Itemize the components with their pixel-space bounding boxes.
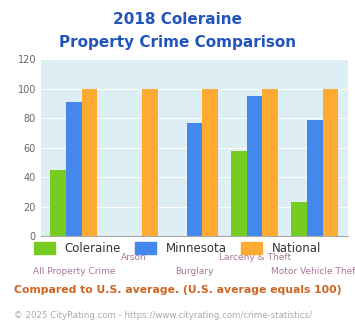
Text: © 2025 CityRating.com - https://www.cityrating.com/crime-statistics/: © 2025 CityRating.com - https://www.city… xyxy=(14,311,312,320)
Bar xyxy=(231,150,247,236)
Bar xyxy=(307,120,323,236)
Bar xyxy=(50,170,66,236)
Text: Arson: Arson xyxy=(121,253,147,262)
Text: Motor Vehicle Theft: Motor Vehicle Theft xyxy=(271,267,355,276)
Text: Larceny & Theft: Larceny & Theft xyxy=(219,253,291,262)
Text: 2018 Coleraine: 2018 Coleraine xyxy=(113,12,242,26)
Bar xyxy=(82,89,97,236)
Text: All Property Crime: All Property Crime xyxy=(33,267,115,276)
Bar xyxy=(186,123,202,236)
Bar xyxy=(202,89,218,236)
Text: Burglary: Burglary xyxy=(175,267,214,276)
Bar xyxy=(66,102,82,236)
Legend: Coleraine, Minnesota, National: Coleraine, Minnesota, National xyxy=(29,237,326,260)
Bar xyxy=(323,89,338,236)
Bar xyxy=(262,89,278,236)
Bar xyxy=(142,89,158,236)
Bar xyxy=(291,202,307,236)
Text: Compared to U.S. average. (U.S. average equals 100): Compared to U.S. average. (U.S. average … xyxy=(14,285,342,295)
Bar xyxy=(247,96,262,236)
Text: Property Crime Comparison: Property Crime Comparison xyxy=(59,35,296,50)
